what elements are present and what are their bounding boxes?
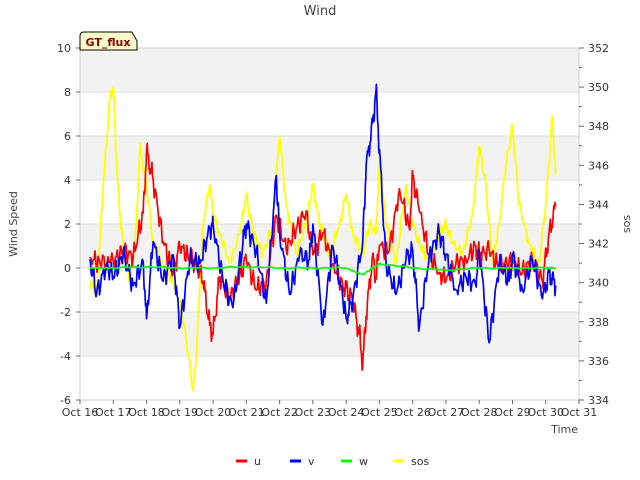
legend-label-v: v bbox=[308, 455, 315, 468]
x-tick-label: Oct 20 bbox=[195, 406, 232, 419]
y2-tick-label: 346 bbox=[588, 159, 609, 172]
y-axis-right-ticks: 334 336 338 340 342 344 346 348 350 352 bbox=[579, 42, 609, 407]
x-tick-label: Oct 23 bbox=[295, 406, 332, 419]
y-tick-label: 2 bbox=[64, 218, 71, 231]
legend-label-w: w bbox=[359, 455, 368, 468]
x-tick-label: Oct 18 bbox=[128, 406, 165, 419]
series-line-u bbox=[89, 142, 557, 371]
y2-tick-label: 334 bbox=[588, 394, 609, 407]
legend-label-sos: sos bbox=[411, 455, 429, 468]
legend-label-u: u bbox=[254, 455, 261, 468]
x-axis-title: Time bbox=[550, 423, 578, 436]
x-tick-label: Oct 25 bbox=[361, 406, 398, 419]
x-tick-label: Oct 21 bbox=[228, 406, 265, 419]
y-tick-label: -6 bbox=[60, 394, 71, 407]
x-tick-label: Oct 28 bbox=[461, 406, 498, 419]
y2-axis-title: sos bbox=[620, 215, 633, 233]
series-lines bbox=[89, 83, 557, 392]
series-line-v bbox=[89, 83, 557, 344]
y2-tick-label: 344 bbox=[588, 198, 609, 211]
y2-tick-label: 342 bbox=[588, 238, 609, 251]
plot-band bbox=[80, 92, 579, 136]
y-tick-label: -2 bbox=[60, 306, 71, 319]
y2-tick-label: 338 bbox=[588, 316, 609, 329]
y-tick-label: 8 bbox=[64, 86, 71, 99]
x-tick-label: Oct 29 bbox=[494, 406, 531, 419]
dataset-badge: GT_flux bbox=[79, 31, 138, 51]
y2-tick-label: 352 bbox=[588, 42, 609, 55]
x-tick-label: Oct 22 bbox=[261, 406, 298, 419]
y2-tick-label: 340 bbox=[588, 277, 609, 290]
y-axis-left-ticks: -6 -4 -2 0 2 4 6 8 10 bbox=[57, 42, 80, 407]
plot-band bbox=[80, 356, 579, 400]
x-tick-label: Oct 17 bbox=[95, 406, 132, 419]
y2-tick-label: 350 bbox=[588, 81, 609, 94]
y-tick-label: 6 bbox=[64, 130, 71, 143]
x-tick-label: Oct 30 bbox=[527, 406, 564, 419]
y2-tick-label: 348 bbox=[588, 120, 609, 133]
plot-band bbox=[80, 136, 579, 180]
plot-band bbox=[80, 48, 579, 92]
y-tick-label: 10 bbox=[57, 42, 71, 55]
y-tick-label: 0 bbox=[64, 262, 71, 275]
badge-label: GT_flux bbox=[86, 36, 131, 49]
y-axis-title: Wind Speed bbox=[7, 191, 20, 257]
chart-title: Wind bbox=[304, 4, 337, 19]
y-tick-label: -4 bbox=[60, 350, 71, 363]
series-line-w bbox=[89, 262, 557, 276]
y2-tick-label: 336 bbox=[588, 355, 609, 368]
x-tick-label: Oct 26 bbox=[394, 406, 431, 419]
y-tick-label: 4 bbox=[64, 174, 71, 187]
x-tick-label: Oct 31 bbox=[561, 406, 598, 419]
x-tick-label: Oct 24 bbox=[328, 406, 365, 419]
plot-band bbox=[80, 180, 579, 224]
plot-background-bands bbox=[80, 48, 579, 400]
x-tick-label: Oct 16 bbox=[62, 406, 99, 419]
plot-band bbox=[80, 312, 579, 356]
legend: u v w sos bbox=[236, 455, 429, 468]
x-tick-label: Oct 19 bbox=[162, 406, 199, 419]
x-tick-label: Oct 27 bbox=[428, 406, 465, 419]
